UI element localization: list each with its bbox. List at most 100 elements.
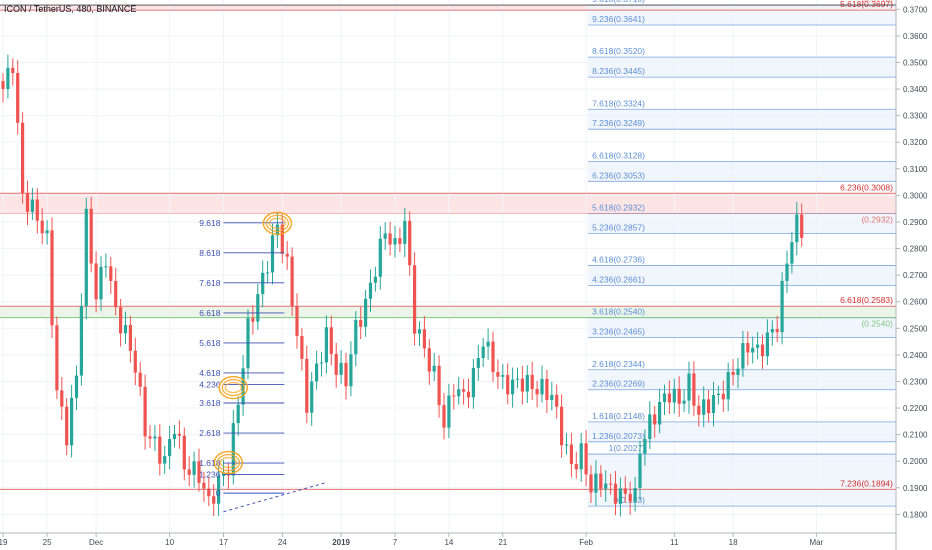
candle-body [192, 461, 196, 475]
candle-body [16, 73, 20, 123]
candle-body [25, 193, 30, 212]
candle-body [79, 306, 83, 376]
grid-layer [0, 0, 896, 533]
candle-body [530, 374, 534, 390]
candle-body [707, 399, 711, 414]
candle-body [153, 436, 157, 439]
top-red-zone [0, 5, 896, 11]
candle-body [569, 444, 573, 465]
candle-body [231, 423, 235, 476]
fib-level-label: 7.236(0.3249) [592, 118, 645, 128]
time-tick-label: 24 [278, 538, 287, 547]
candle-body [540, 378, 544, 395]
candle-body [589, 474, 593, 493]
candle-body [721, 393, 725, 400]
fib-band [588, 109, 896, 130]
candle-body [398, 238, 402, 244]
candle-body [795, 214, 799, 243]
candle-body [45, 230, 49, 234]
candle-body [702, 399, 706, 415]
candle-body [520, 378, 524, 392]
candle-body [442, 405, 446, 428]
candle-body [1, 81, 5, 90]
candle-body [800, 214, 804, 238]
candle-body [496, 372, 500, 377]
candle-body [756, 344, 760, 348]
candle-body [628, 493, 632, 502]
chart-title: ICON / TetherUS, 480, BINANCE [4, 4, 136, 14]
candle-body [711, 395, 716, 414]
candle-body [50, 230, 54, 326]
candle-body [437, 365, 441, 406]
price-tick-label: 0.2900 [903, 218, 928, 227]
left-fib-label: 7.618 [199, 278, 221, 288]
fib-level-label: 8.236(0.3445) [592, 66, 645, 76]
candle-body [207, 488, 211, 497]
candle-body [746, 343, 750, 353]
candle-body [324, 327, 328, 363]
candle-body [40, 220, 44, 234]
left-fib-label: 1.618 [199, 458, 221, 468]
candle-body [138, 372, 142, 387]
price-tick-label: 0.2000 [903, 457, 928, 466]
candle-body [653, 414, 657, 425]
candle-body [60, 390, 64, 407]
candle-body [334, 353, 338, 375]
price-tick-label: 0.1900 [903, 484, 928, 493]
candle-body [187, 469, 191, 475]
price-tick-label: 0.2400 [903, 351, 928, 360]
candle-body [133, 350, 137, 373]
candle-body [741, 343, 745, 369]
time-axis: 19 25 Dec 10 17 24 2019 7 14 21 Feb 11 18 Mar [0, 533, 824, 547]
highlight-circle [268, 217, 287, 230]
candle-body [462, 389, 466, 392]
price-tick-label: 0.2100 [903, 431, 928, 440]
price-tick-label: 0.2300 [903, 377, 928, 386]
candle-body [21, 122, 25, 194]
candle-body [515, 378, 520, 380]
candle-body [30, 199, 34, 212]
fib-band [588, 421, 896, 442]
price-tick-label: 0.2500 [903, 324, 928, 333]
candle-body [148, 436, 152, 439]
time-tick-label: Dec [89, 538, 103, 547]
candle-body [476, 358, 480, 368]
fib-level-label: 8.618(0.3520) [592, 46, 645, 56]
zones-layer [0, 5, 896, 507]
price-tick-label: 0.2700 [903, 271, 928, 280]
candle-body [511, 379, 515, 395]
fib-level-label: 7.618(0.3324) [592, 98, 645, 108]
candle-body [618, 488, 622, 504]
price-tick-label: 0.1800 [903, 510, 928, 519]
candle-body [364, 298, 368, 327]
highlight-circle [221, 378, 246, 397]
fib-band [588, 161, 896, 182]
time-tick-label: 2019 [332, 538, 350, 547]
candle-body [290, 256, 294, 307]
candle-body [501, 375, 505, 377]
price-tick-label: 0.3600 [903, 32, 928, 41]
candle-body [119, 307, 123, 334]
candle-body [55, 325, 59, 391]
candles-layer [1, 54, 804, 517]
time-tick-label: 14 [444, 538, 453, 547]
left-fib-label: 2.618 [199, 428, 221, 438]
candle-body [682, 400, 686, 404]
candle-body [785, 263, 789, 281]
candle-body [609, 483, 613, 485]
candle-body [731, 371, 735, 375]
price-tick-label: 0.3100 [903, 165, 928, 174]
candle-body [658, 402, 662, 425]
red-fib-label: 6.618(0.2583) [840, 295, 893, 305]
candle-body [491, 341, 495, 373]
candle-body [393, 238, 397, 245]
candle-body [564, 444, 569, 446]
price-tick-label: 0.3200 [903, 138, 928, 147]
candle-body [692, 373, 696, 406]
fib-level-label: 9.618(0.3716) [592, 0, 645, 4]
left-fib-label: 9.618 [199, 218, 221, 228]
highlight-circle [262, 211, 293, 236]
